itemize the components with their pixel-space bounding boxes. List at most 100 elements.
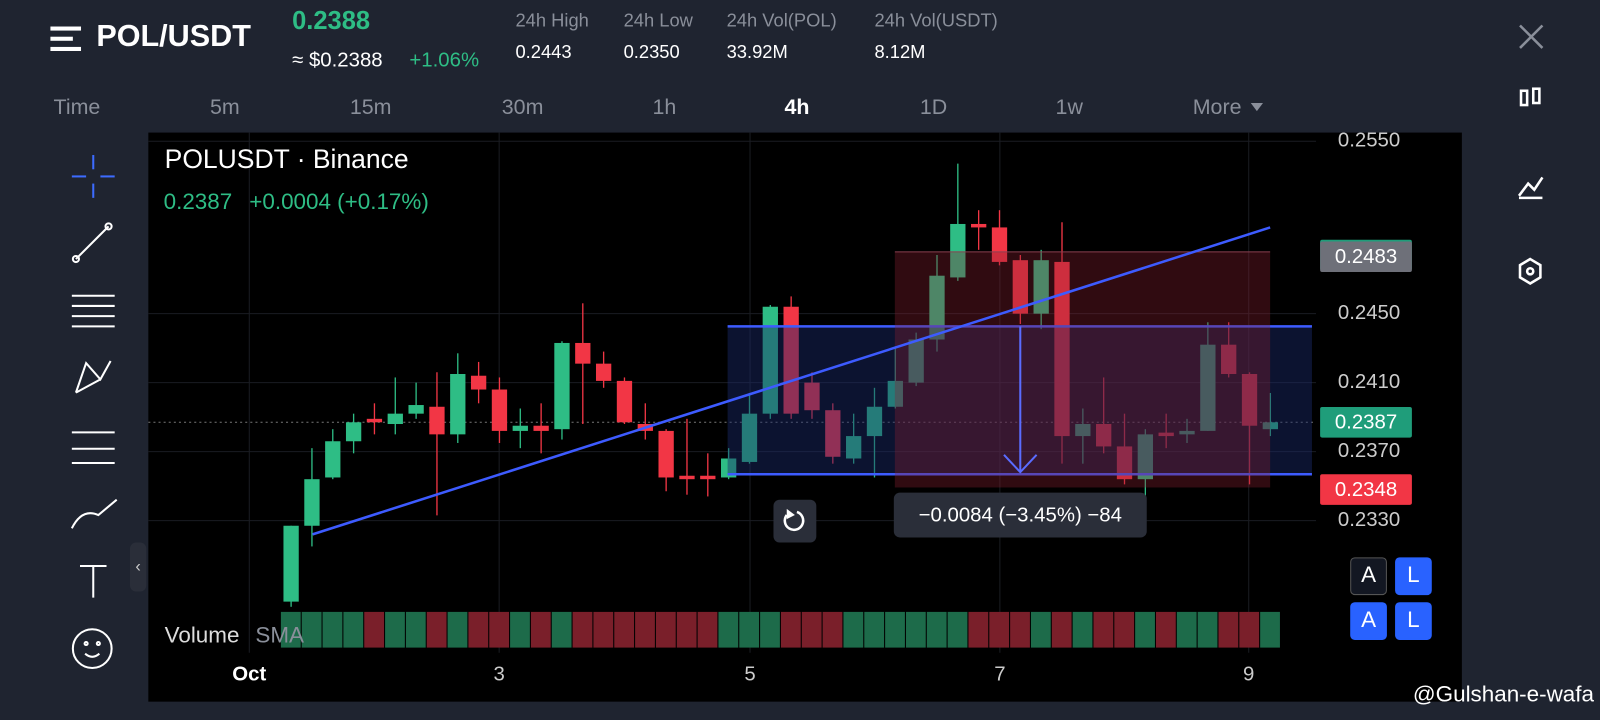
chart-title: POLUSDT · Binance xyxy=(165,144,409,174)
right-icons[interactable] xyxy=(1517,87,1544,285)
svg-text:‹: ‹ xyxy=(135,557,140,575)
close-button[interactable] xyxy=(1519,24,1544,49)
scale-button[interactable] xyxy=(1395,602,1432,640)
timeframe[interactable]: More xyxy=(1193,95,1242,119)
candle-body xyxy=(408,405,424,414)
volume-bar xyxy=(676,611,697,648)
measure-box xyxy=(893,492,1147,538)
reset-button[interactable] xyxy=(773,499,817,543)
y-tick-label: 0.2370 xyxy=(1338,440,1400,462)
collapse-tab[interactable]: ‹ xyxy=(129,542,147,592)
timeframe[interactable]: 30m xyxy=(502,95,544,119)
x-tick-label: 9 xyxy=(1243,664,1254,686)
timeframe[interactable]: 4h xyxy=(784,95,809,119)
candle-body xyxy=(1158,432,1174,437)
scale-button[interactable] xyxy=(1350,557,1387,596)
menu-icon[interactable] xyxy=(50,26,82,51)
price-tag xyxy=(1320,241,1412,273)
candle-body xyxy=(1221,344,1237,374)
scale-button-label[interactable]: L xyxy=(1407,562,1419,587)
y-tick-label: 0.2550 xyxy=(1338,130,1400,152)
volume-bar xyxy=(1072,611,1093,648)
pair: POL/USDT xyxy=(96,19,251,53)
candle-body xyxy=(991,227,1008,262)
volume-bar xyxy=(322,611,343,648)
timeframe[interactable]: Time xyxy=(54,95,101,119)
candle-body xyxy=(1262,422,1279,430)
stat-value: 8.12M xyxy=(874,41,925,62)
scale-button[interactable] xyxy=(1350,602,1387,640)
candle-body xyxy=(741,413,758,462)
volume-bar xyxy=(1135,611,1155,648)
candle-body xyxy=(783,306,799,414)
volume-bar xyxy=(468,611,489,648)
volume-bar xyxy=(739,611,760,648)
stat-value: 33.92M xyxy=(727,41,788,62)
volume-bar xyxy=(947,611,968,648)
candle-body xyxy=(283,525,299,602)
candle-body xyxy=(1116,446,1133,480)
x-tick-label: 5 xyxy=(744,664,755,686)
volume-bar xyxy=(405,611,426,648)
scale-button-label[interactable]: A xyxy=(1361,562,1376,587)
volume-bar xyxy=(635,611,655,648)
volume-bar xyxy=(760,611,780,648)
timeframe[interactable]: 1D xyxy=(920,95,947,119)
candle-body xyxy=(950,223,966,278)
volume-bar xyxy=(655,611,676,648)
stat-label: 24h High xyxy=(515,9,588,30)
sma-label: SMA xyxy=(255,622,304,647)
volume-bar xyxy=(280,611,301,648)
volume-bar xyxy=(718,611,739,648)
last-price: 0.2387 xyxy=(164,189,233,214)
timeframe[interactable]: 15m xyxy=(350,95,392,119)
drawing-tools[interactable] xyxy=(70,155,118,670)
stat-label: 24h Vol(POL) xyxy=(727,9,837,30)
candle-body xyxy=(804,382,820,411)
volume-bar xyxy=(1114,611,1135,648)
candle-body xyxy=(595,363,612,381)
timeframe[interactable]: 1w xyxy=(1056,95,1084,119)
price-tag xyxy=(1320,474,1412,505)
buttons[interactable]: A L A L xyxy=(1350,557,1432,640)
volume-bar xyxy=(843,611,864,648)
candle-body xyxy=(846,436,862,459)
x-tick-label: Oct xyxy=(232,664,266,686)
volume-bar xyxy=(989,611,1010,648)
candle-body xyxy=(1012,260,1028,314)
candle-body xyxy=(1179,430,1195,435)
scale-button[interactable] xyxy=(1395,557,1432,596)
volume-bar xyxy=(864,611,885,648)
x-tick-label: 7 xyxy=(994,664,1005,686)
candle-body xyxy=(1241,373,1258,426)
candle-body xyxy=(971,223,987,228)
timeframe[interactable]: 1h xyxy=(652,95,676,119)
timeframe[interactable]: 5m xyxy=(210,95,240,119)
volume-bar xyxy=(822,611,843,648)
volume-bar xyxy=(426,611,447,648)
candle-body xyxy=(1075,424,1091,437)
candle-body xyxy=(491,389,508,431)
last-change: +0.0004 (+0.17%) xyxy=(249,189,429,214)
volume-bar xyxy=(1218,611,1239,648)
volume-bar xyxy=(885,611,905,648)
candle-body xyxy=(700,475,716,480)
volume-bar xyxy=(968,611,989,648)
candle-body xyxy=(1137,434,1153,480)
candle-body xyxy=(887,380,903,407)
candle-body xyxy=(470,375,487,390)
volume-bar xyxy=(343,611,364,648)
volume-bar xyxy=(1030,611,1051,648)
candle-body xyxy=(908,339,924,383)
candle-body xyxy=(512,425,528,431)
scale-button-label[interactable]: A xyxy=(1361,607,1376,632)
candle-body xyxy=(1096,424,1112,447)
y-tick-label: 0.2450 xyxy=(1338,302,1400,324)
scale-button-label[interactable]: L xyxy=(1407,607,1419,632)
y-tick-label: 0.2330 xyxy=(1338,509,1400,531)
volume-bar xyxy=(385,611,405,648)
candle-body xyxy=(533,425,549,431)
candle-body xyxy=(345,422,362,442)
candle-body xyxy=(366,418,383,423)
